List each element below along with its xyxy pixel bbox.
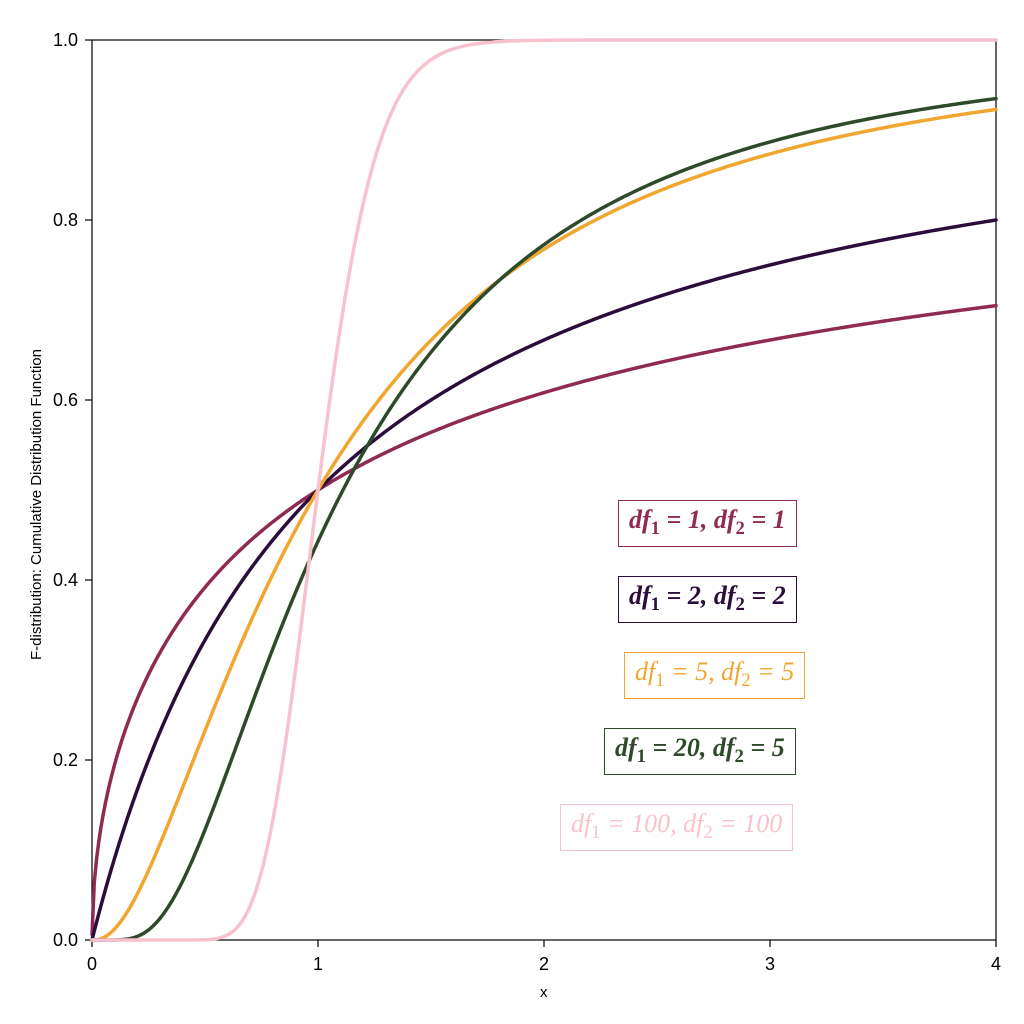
y-tick-label: 0.4 (53, 570, 78, 591)
x-tick-label: 0 (87, 954, 97, 975)
y-tick-label: 0.0 (53, 930, 78, 951)
legend-item-df1_20_df2_5: df1 = 20, df2 = 5 (604, 728, 796, 775)
legend-df-var: df (615, 733, 637, 762)
chart-container: F-distribution: Cumulative Distribution … (0, 0, 1024, 1024)
legend-df-var: df (714, 581, 736, 610)
legend-df-var: df (683, 809, 703, 838)
legend-df-var: df (571, 809, 591, 838)
legend-df2-value: 1 (773, 505, 786, 534)
legend-item-df1_1_df2_1: df1 = 1, df2 = 1 (618, 500, 797, 547)
chart-svg (0, 0, 1024, 1024)
y-tick-label: 1.0 (53, 30, 78, 51)
legend-df1-value: 100 (631, 809, 670, 838)
y-axis-label: F-distribution: Cumulative Distribution … (28, 349, 45, 660)
legend-df1-value: 1 (688, 505, 701, 534)
legend-df-var: df (721, 657, 741, 686)
legend-item-df1_5_df2_5: df1 = 5, df2 = 5 (624, 652, 805, 699)
legend-sub: 1 (637, 746, 646, 767)
legend-df1-value: 2 (688, 581, 701, 610)
legend-sub: 2 (736, 518, 745, 539)
legend-sub: 2 (703, 822, 712, 843)
legend-sub: 1 (651, 594, 660, 615)
legend-df-var: df (714, 505, 736, 534)
legend-df2-value: 100 (743, 809, 782, 838)
x-tick-label: 4 (991, 954, 1001, 975)
y-tick-label: 0.8 (53, 210, 78, 231)
legend-df2-value: 5 (772, 733, 785, 762)
legend-sub: 2 (741, 670, 750, 691)
x-axis-label: x (540, 984, 548, 1001)
legend-df-var: df (629, 505, 651, 534)
legend-item-df1_100_df2_100: df1 = 100, df2 = 100 (560, 804, 793, 851)
legend-df2-value: 5 (781, 657, 794, 686)
legend-item-df1_2_df2_2: df1 = 2, df2 = 2 (618, 576, 797, 623)
legend-sub: 2 (735, 746, 744, 767)
legend-sub: 2 (736, 594, 745, 615)
legend-df-var: df (635, 657, 655, 686)
legend-df1-value: 5 (695, 657, 708, 686)
x-tick-label: 2 (539, 954, 549, 975)
legend-df2-value: 2 (773, 581, 786, 610)
y-tick-label: 0.2 (53, 750, 78, 771)
x-tick-label: 3 (765, 954, 775, 975)
legend-df-var: df (629, 581, 651, 610)
x-tick-label: 1 (313, 954, 323, 975)
legend-sub: 1 (651, 518, 660, 539)
legend-sub: 1 (591, 822, 600, 843)
legend-df-var: df (713, 733, 735, 762)
legend-sub: 1 (655, 670, 664, 691)
legend-df1-value: 20 (674, 733, 700, 762)
y-tick-label: 0.6 (53, 390, 78, 411)
